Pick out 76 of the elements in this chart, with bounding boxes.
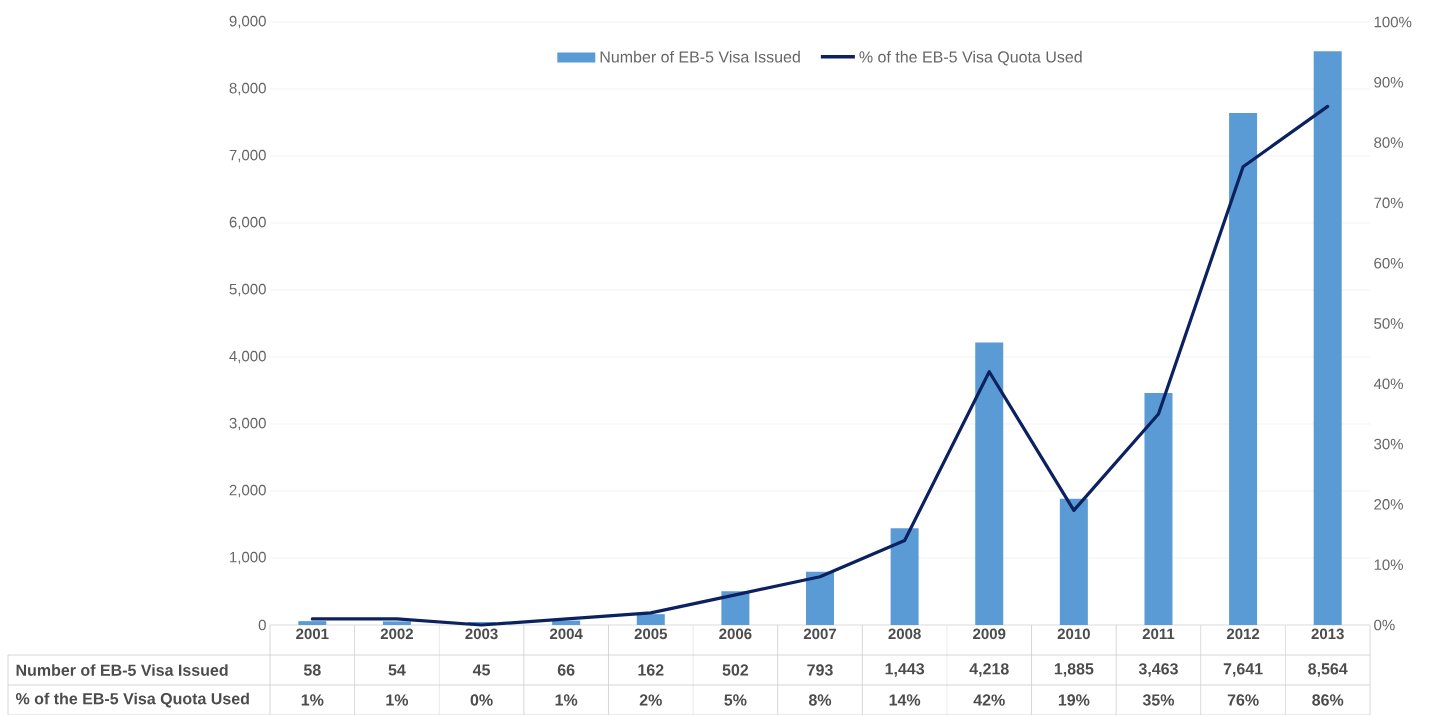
y2-tick-label: 100%	[1374, 16, 1412, 28]
y-tick-label: 4,000	[229, 350, 266, 364]
bar	[1313, 51, 1342, 625]
x-tick-label: 2001	[296, 628, 329, 640]
bar	[1059, 498, 1088, 625]
y2-tick-label: 20%	[1374, 499, 1404, 510]
data-label: 502	[722, 664, 749, 676]
data-label: 76%	[1227, 694, 1259, 706]
x-tick-label: 2009	[973, 628, 1006, 640]
data-label: 42%	[973, 694, 1005, 706]
x-tick-label: 2005	[634, 628, 668, 640]
data-label: 8%	[808, 694, 832, 706]
data-label: 35%	[1142, 694, 1175, 706]
data-label: 54	[388, 664, 406, 676]
text: Number of EB-5 Visa Issued	[16, 664, 228, 676]
data-label: 86%	[1312, 694, 1344, 706]
x-tick-label: 2012	[1226, 628, 1260, 640]
x-tick-label: 2003	[465, 628, 498, 640]
bar	[382, 621, 411, 625]
x-tick-label: 2010	[1057, 628, 1090, 640]
bar	[806, 571, 835, 625]
y-tick-label: 2,000	[229, 484, 266, 498]
data-label: 3,463	[1138, 663, 1178, 677]
data-label: 7,641	[1223, 663, 1263, 677]
y2-tick-label: 40%	[1373, 378, 1404, 390]
y-tick-label: 1,000	[230, 551, 266, 565]
data-label: 0%	[470, 694, 493, 706]
y-tick-label: 6,000	[229, 216, 266, 230]
data-label: 19%	[1058, 694, 1090, 706]
legend-label: % of the EB-5 Visa Quota Used	[859, 50, 1082, 66]
y2-tick-label: 30%	[1374, 438, 1404, 450]
data-label: 1%	[555, 694, 578, 706]
y2-tick-label: 50%	[1374, 318, 1404, 329]
bar	[636, 614, 665, 625]
x-tick-label: 2013	[1311, 628, 1344, 640]
y-tick-label: 7,000	[229, 149, 266, 163]
y-tick-label: 8,000	[229, 82, 266, 96]
x-tick-label: 2011	[1142, 628, 1175, 640]
x-tick-label: 2002	[380, 628, 413, 640]
y2-tick-label: 60%	[1374, 257, 1404, 269]
data-label: 5%	[724, 694, 747, 706]
x-tick-label: 2004	[549, 628, 583, 640]
bar	[298, 621, 327, 625]
bar	[890, 528, 919, 625]
y2-tick-label: 0%	[1374, 619, 1395, 631]
text: % of the EB-5 Visa Quota Used	[15, 692, 249, 708]
data-label: 14%	[889, 694, 921, 706]
data-label: 1,443	[885, 663, 925, 677]
bar	[721, 591, 750, 625]
legend-label: Number of EB-5 Visa Issued	[600, 50, 800, 63]
y2-tick-label: 10%	[1374, 559, 1404, 570]
data-label: 793	[807, 664, 833, 676]
y-tick-label: 3,000	[229, 417, 266, 431]
x-tick-label: 2008	[888, 628, 921, 640]
y2-tick-label: 70%	[1374, 197, 1404, 209]
x-tick-label: 2007	[803, 628, 837, 640]
y-tick-label: 0	[258, 619, 266, 631]
y2-tick-label: 80%	[1374, 137, 1404, 148]
data-label: 45	[472, 664, 490, 676]
data-label: 162	[638, 664, 664, 676]
y-tick-label: 5,000	[229, 283, 266, 297]
bar	[552, 620, 581, 625]
data-label: 1%	[386, 694, 409, 706]
y2-tick-label: 90%	[1374, 76, 1404, 88]
data-label: 4,218	[969, 663, 1009, 677]
data-label: 58	[303, 664, 321, 676]
bar	[1144, 392, 1173, 625]
y-tick-label: 9,000	[229, 15, 266, 29]
x-tick-label: 2006	[719, 628, 752, 640]
bar	[1229, 113, 1258, 625]
data-label: 66	[557, 664, 575, 676]
data-label: 1%	[301, 694, 324, 706]
data-label: 1,885	[1054, 663, 1094, 677]
data-label: 8,564	[1308, 663, 1348, 677]
data-label: 2%	[639, 694, 662, 706]
bar	[975, 342, 1004, 625]
